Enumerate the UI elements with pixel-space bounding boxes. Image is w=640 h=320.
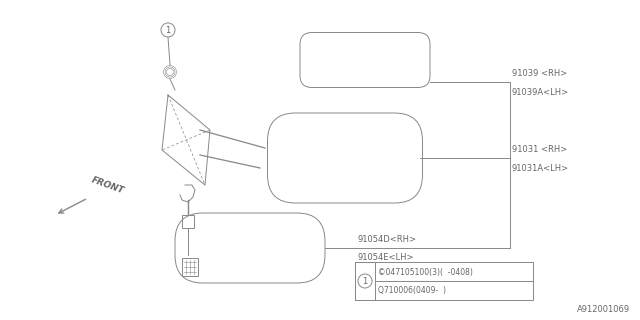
Text: 1: 1 [362,276,367,285]
Bar [355,262,533,300]
Bar [355,262,375,300]
Text: 91039A<LH>: 91039A<LH> [512,88,569,97]
Text: 1: 1 [165,26,171,35]
Text: FRONT: FRONT [90,176,125,196]
Text: ©047105100(3)(  -0408): ©047105100(3)( -0408) [378,268,473,277]
Text: Q710006(0409-  ): Q710006(0409- ) [378,286,446,295]
Text: 91054D<RH>: 91054D<RH> [358,235,417,244]
Bar [182,258,198,276]
Bar [182,215,194,228]
Text: 91031A<LH>: 91031A<LH> [512,164,569,173]
Text: 91039 <RH>: 91039 <RH> [512,69,567,78]
Text: A912001069: A912001069 [577,305,630,314]
Text: 91031 <RH>: 91031 <RH> [512,145,567,154]
Text: 91054E<LH>: 91054E<LH> [358,253,415,262]
